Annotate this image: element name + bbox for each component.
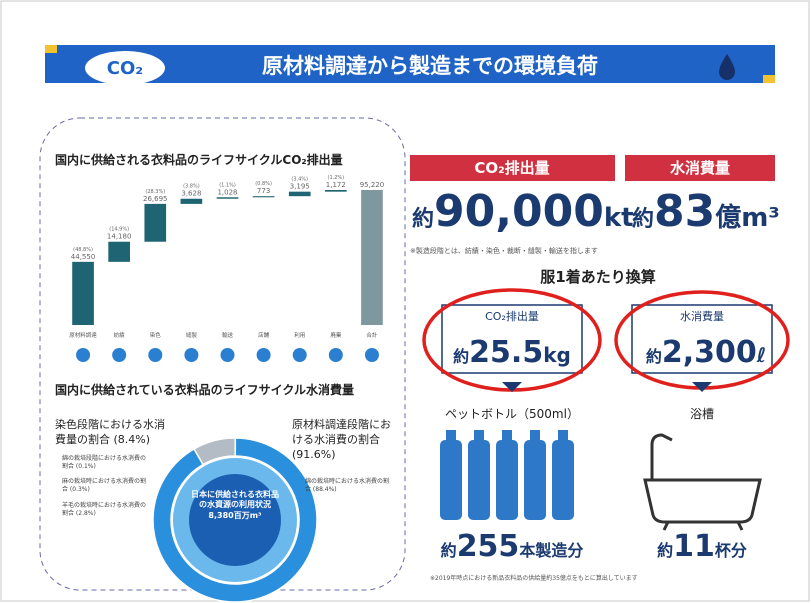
- percent-label: (3.8%): [183, 184, 200, 190]
- center-label: 日本に供給される衣料品の水資源の利用状況: [190, 490, 280, 511]
- note: 綿の栽培時における水消費の割合 (88.4%): [305, 478, 390, 494]
- item-value: 約2,300ℓ: [646, 335, 766, 370]
- percent-label: (1.1%): [219, 182, 236, 188]
- item-label: 水消費量: [680, 309, 724, 323]
- icon: [112, 348, 126, 362]
- compare-label: ペットボトル（500ml）: [445, 407, 579, 421]
- percent-label: (1.2%): [328, 175, 345, 181]
- value-label: 3,195: [290, 183, 310, 191]
- value-label: (91.6%): [292, 448, 336, 461]
- value: 2,300: [662, 335, 757, 370]
- total-value: 約90,000kt: [412, 186, 634, 237]
- header-accent: [45, 45, 57, 53]
- bar: [361, 190, 383, 325]
- icon: [184, 348, 198, 362]
- bar: [217, 197, 239, 198]
- compare-label: 浴槽: [690, 407, 714, 421]
- icon: [293, 348, 307, 362]
- x-tick-label: 縫製: [186, 331, 198, 339]
- value-label: 3,628: [181, 190, 201, 198]
- item-label: CO₂排出量: [485, 309, 539, 323]
- value: 255: [457, 529, 520, 564]
- x-tick-label: 利用: [294, 331, 305, 339]
- total-label: 水消費量: [670, 159, 730, 177]
- bar: [144, 204, 166, 242]
- center-value: 8,380百万m³: [190, 511, 280, 521]
- value-label: 1,028: [217, 188, 237, 196]
- unit: kg: [543, 343, 571, 367]
- badge: CO₂: [107, 58, 143, 79]
- total-label: CO₂排出量: [474, 159, 549, 177]
- bar: [181, 199, 203, 204]
- value: 11: [673, 529, 715, 564]
- note: 羊毛の栽培時における水消費の割合 (2.8%): [62, 502, 147, 518]
- percent-label: (0.8%): [255, 181, 272, 187]
- value-label: 773: [257, 187, 270, 195]
- icon: [365, 348, 379, 362]
- donut-label: 染色段階における水消費量の割合 (8.4%): [55, 418, 175, 448]
- prefix: 約: [646, 347, 662, 366]
- chart-title: 国内に供給されている衣料品のライフサイクル水消費量: [55, 382, 354, 397]
- value-label: 26,695: [143, 195, 168, 203]
- value: 25.5: [469, 335, 543, 370]
- bar: [72, 262, 94, 325]
- icon: [148, 348, 162, 362]
- x-tick-label: 染色: [150, 331, 162, 339]
- unit: kt: [604, 203, 634, 233]
- icon: [76, 348, 90, 362]
- label: 原材料調達段階における水消費の割合: [292, 418, 391, 446]
- prefix: 約: [412, 206, 434, 232]
- x-tick-label: 店舗: [258, 331, 270, 339]
- icon: [221, 348, 235, 362]
- x-tick-label: 輸送: [222, 331, 234, 339]
- note: 綿の栽培段階における水消費の割合 (0.1%): [62, 455, 147, 471]
- unit: ℓ: [756, 343, 766, 367]
- value-label: 44,550: [71, 253, 96, 261]
- chart-title: 国内に供給される衣料品のライフサイクルCO₂排出量: [55, 152, 343, 167]
- header-title: 原材料調達から製造までの環境負荷: [262, 54, 598, 78]
- value-label: (8.4%): [114, 433, 151, 446]
- x-tick-label: 廃棄: [330, 331, 342, 339]
- value: 83: [654, 186, 715, 237]
- note: ※製造段階とは、紡績・染色・裁断・縫製・輸送を指します: [410, 246, 598, 255]
- prefix: 約: [657, 541, 673, 560]
- per-item-title: 服1着あたり換算: [540, 268, 655, 286]
- unit: 億m³: [715, 203, 779, 233]
- bottles: [440, 430, 574, 520]
- footnote: ※2019年時点における新品衣料品の供給量約35億点をもとに算出しています: [430, 574, 638, 582]
- value-label: 1,172: [326, 181, 346, 189]
- percent-label: (48.8%): [73, 247, 93, 253]
- page: CO₂ 原材料調達から製造までの環境負荷 国内に供給される衣料品のライフサイクル…: [0, 0, 811, 603]
- prefix: 約: [441, 541, 457, 560]
- x-tick-label: 合計: [366, 331, 378, 339]
- value-label: 14,180: [107, 233, 132, 241]
- prefix: 約: [453, 347, 469, 366]
- bar: [253, 196, 275, 197]
- icon: [329, 348, 343, 362]
- bar: [108, 242, 130, 262]
- value-label: 95,220: [360, 181, 385, 189]
- unit: 杯分: [715, 541, 747, 560]
- percent-label: (28.3%): [145, 189, 165, 195]
- icon: [257, 348, 271, 362]
- bar: [325, 190, 347, 192]
- bar: [289, 192, 311, 197]
- unit: 本製造分: [519, 541, 583, 560]
- note: 麻の栽培時における水消費の割合 (0.3%): [62, 478, 147, 494]
- percent-label: (14.9%): [109, 227, 129, 233]
- value: 90,000: [434, 186, 604, 237]
- donut-label: 原材料調達段階における水消費の割合 (91.6%): [292, 418, 400, 463]
- x-tick-label: 紡績: [114, 331, 126, 339]
- prefix: 約: [632, 206, 654, 232]
- x-tick-label: 原材料調達: [69, 331, 97, 339]
- header-accent: [763, 75, 775, 83]
- percent-label: (3.4%): [291, 177, 308, 183]
